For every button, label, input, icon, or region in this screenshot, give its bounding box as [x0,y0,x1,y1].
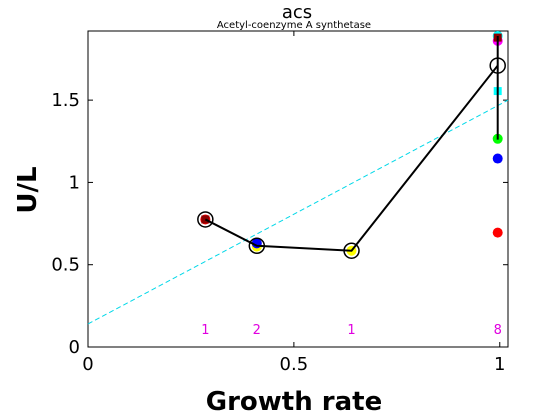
mean-point [343,242,360,259]
y-tick-label: 1.5 [51,90,80,111]
count-label: 1 [201,323,209,338]
count-label: 2 [253,323,261,338]
data-point [492,153,503,164]
mean-point [248,237,266,255]
axes-box [87,30,509,348]
y-tick-label: 0 [69,337,80,358]
y-axis-label: U/L [13,166,43,213]
x-tick-label: 0 [82,354,93,375]
y-tick-label: 1 [69,172,80,193]
x-tick-label: 1 [494,354,505,375]
x-axis-label: Growth rate [206,387,382,417]
mean-point [489,57,506,74]
y-tick-label: 0.5 [51,255,80,276]
fit-line [87,99,509,325]
data-point [492,227,503,238]
count-label: 8 [494,323,502,338]
count-label: 1 [347,323,355,338]
chart-subtitle: Acetyl-coenzyme A synthetase [217,20,371,31]
x-tick-label: 0.5 [280,354,309,375]
mean-line [204,64,499,252]
mean-point [197,211,214,228]
plot-area: 0 0.5 1 0 0.5 1 1.5 1 2 1 8 [51,30,509,375]
chart-title: acs [282,2,312,23]
